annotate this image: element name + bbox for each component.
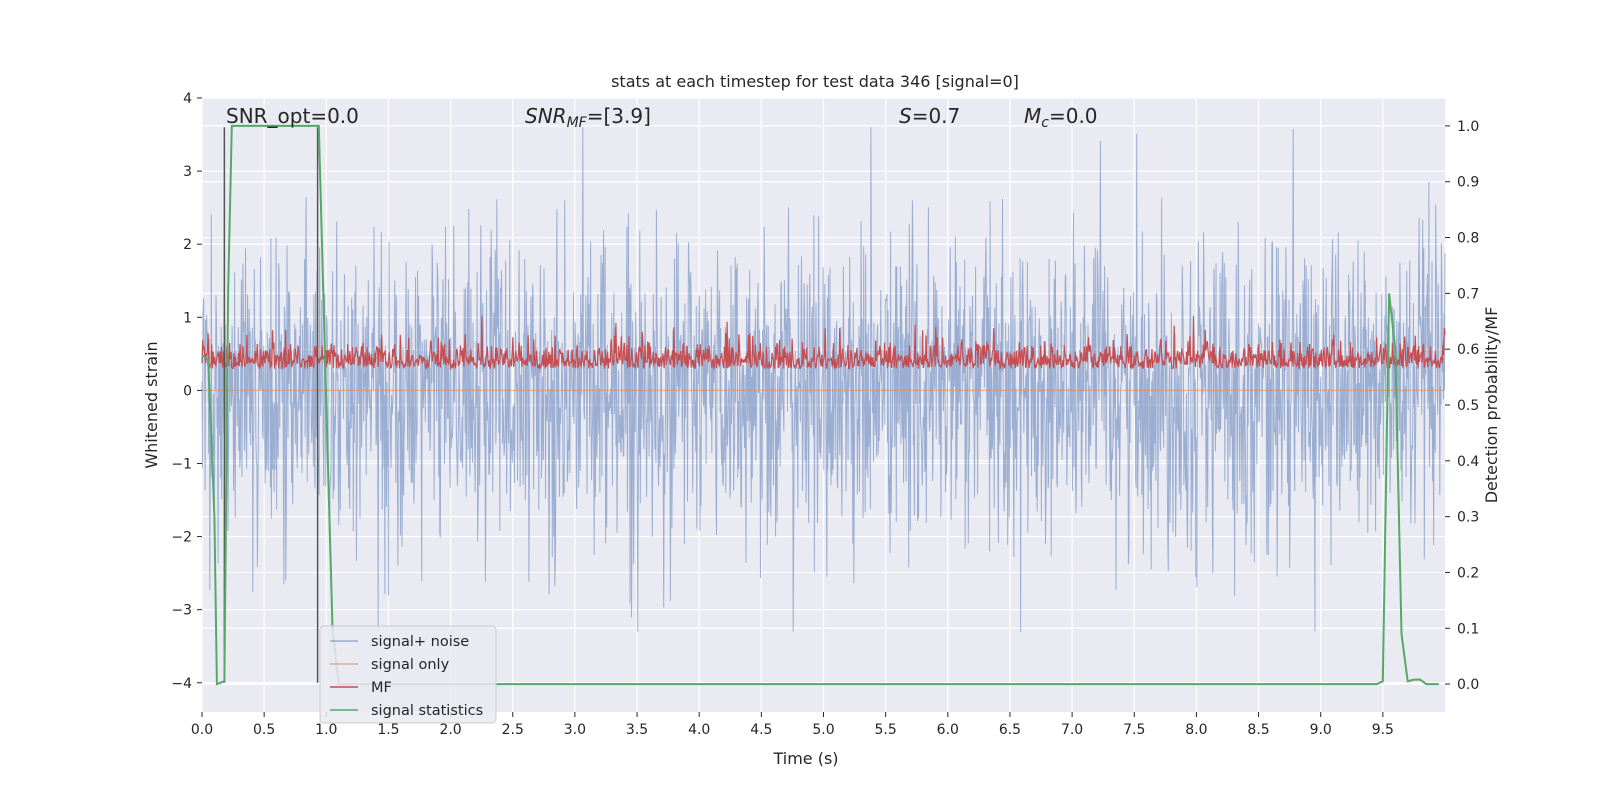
legend-label-signal: signal only [371, 657, 450, 673]
right-tick-label: 0.0 [1457, 677, 1479, 693]
right-tick-label: 0.3 [1457, 510, 1479, 526]
x-tick-label: 6.0 [937, 722, 959, 738]
signal-noise-line [201, 127, 1446, 632]
y-tick-label: 3 [183, 164, 192, 180]
x-tick-label: 0.0 [191, 722, 213, 738]
x-tick-label: 9.0 [1310, 722, 1332, 738]
x-tick-label: 7.5 [1123, 722, 1145, 738]
x-tick-label: 4.0 [688, 722, 710, 738]
x-tick-label: 7.0 [1061, 722, 1083, 738]
y-tick-label: 4 [183, 91, 192, 107]
right-axis-label: Detection probability/MF [1482, 307, 1501, 504]
legend-box [319, 625, 497, 724]
right-tick-label: 0.1 [1457, 621, 1479, 637]
legend-label-noise: signal+ noise [371, 634, 469, 650]
snr-mf-annotation: SNRMF=[3.9] [525, 104, 651, 131]
mc-annotation: Mc=0.0 [1024, 104, 1098, 131]
y-tick-label: −1 [171, 456, 192, 472]
x-tick-label: 3.0 [564, 722, 586, 738]
x-tick-label: 1.5 [377, 722, 399, 738]
x-tick-label: 9.5 [1372, 722, 1394, 738]
y-axis-ticks: 4 3 2 1 0 −1 −2 −3 −4 [171, 91, 202, 692]
x-tick-label: 6.5 [999, 722, 1021, 738]
x-tick-label: 3.5 [626, 722, 648, 738]
x-tick-label: 2.5 [502, 722, 524, 738]
legend-label-mf: MF [371, 680, 392, 696]
chart-title: stats at each timestep for test data 346… [611, 72, 1019, 91]
y-tick-label: 0 [183, 383, 192, 399]
right-tick-label: 0.8 [1457, 231, 1479, 247]
right-tick-label: 0.5 [1457, 398, 1479, 414]
legend-label-stat: signal statistics [371, 703, 483, 719]
mf-series [201, 315, 1446, 371]
x-tick-label: 5.5 [875, 722, 897, 738]
y-tick-label: 2 [183, 237, 192, 253]
right-tick-label: 0.2 [1457, 565, 1479, 581]
right-axis-ticks: 1.0 0.9 0.8 0.7 0.6 0.5 0.4 0.3 0.2 0.1 0.0 [1445, 119, 1479, 693]
right-tick-label: 0.9 [1457, 175, 1479, 191]
snr-opt-annotation: SNR_opt=0.0 [226, 104, 359, 128]
x-tick-label: 0.5 [253, 722, 275, 738]
signal-statistics-line [201, 124, 1439, 686]
x-tick-label: 2.0 [439, 722, 461, 738]
x-tick-label: 5.0 [812, 722, 834, 738]
x-axis-ticks: 0.0 0.5 1.0 1.5 2.0 2.5 3.0 3.5 4.0 4.5 5.0 5.5 6.0 6… [191, 712, 1394, 738]
y-tick-label: −4 [171, 676, 192, 692]
signal-noise-series [201, 127, 1446, 632]
y-tick-label: −2 [171, 530, 192, 546]
y-axis-label: Whitened strain [142, 341, 161, 468]
signal-statistics-series [201, 124, 1439, 686]
x-tick-label: 8.0 [1185, 722, 1207, 738]
s-annotation: S=0.7 [899, 104, 960, 128]
right-tick-label: 0.4 [1457, 454, 1479, 470]
right-tick-label: 0.6 [1457, 342, 1479, 358]
legend: signal+ noise signal only MF signal stat… [319, 625, 497, 724]
y-tick-label: −3 [171, 603, 192, 619]
x-tick-label: 4.5 [750, 722, 772, 738]
y-tick-label: 1 [183, 310, 192, 326]
x-tick-label: 1.0 [315, 722, 337, 738]
x-tick-label: 8.5 [1247, 722, 1269, 738]
right-tick-label: 0.7 [1457, 286, 1479, 302]
mf-line [201, 315, 1446, 371]
right-tick-label: 1.0 [1457, 119, 1479, 135]
x-axis-label: Time (s) [772, 749, 838, 768]
